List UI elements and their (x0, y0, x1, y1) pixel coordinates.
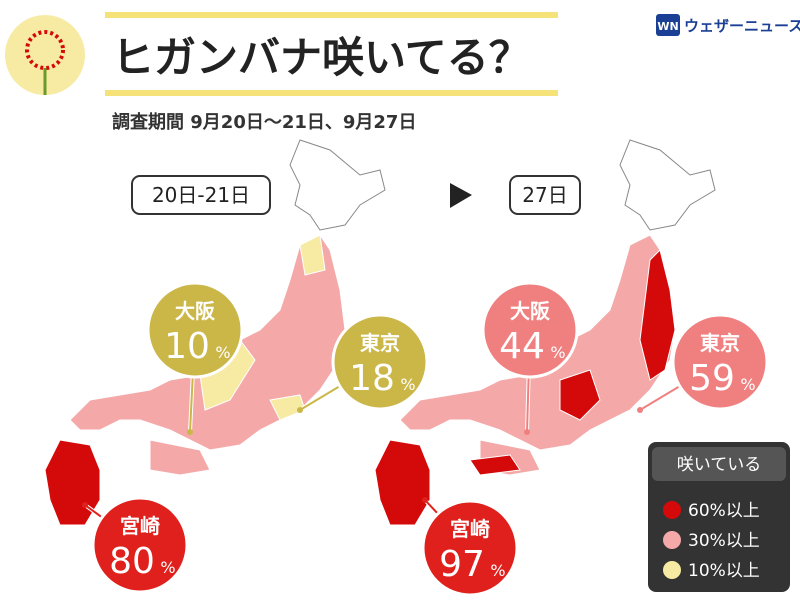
pointer-dot (297, 407, 303, 413)
panel-label: 20日-21日 (152, 183, 250, 207)
bubble-unit: % (160, 558, 175, 577)
legend-label: 10%以上 (688, 561, 760, 581)
bubble (91, 496, 189, 594)
pointer-dot (187, 429, 193, 435)
pointer-dot (82, 502, 88, 508)
bubble-city: 大阪 (510, 299, 551, 323)
flower-icon (5, 15, 85, 95)
bubble-value: 44 (499, 326, 545, 367)
bubble-value: 80 (109, 541, 155, 582)
legend: 咲いている 60%以上 30%以上 10%以上 (648, 442, 790, 592)
legend-swatch (663, 561, 681, 579)
legend-label: 60%以上 (688, 501, 760, 521)
brand-icon: WN (657, 20, 678, 33)
bubble-unit: % (550, 343, 565, 362)
bubble-value: 10 (164, 326, 210, 367)
brand: ウェザーニュース (684, 17, 800, 35)
legend-swatch (663, 531, 681, 549)
bubble-unit: % (740, 375, 755, 394)
bubble-city: 宮崎 (450, 517, 490, 541)
bubbles: 大阪 10% 東京 18 % 宮崎 80 % 大阪 44% 東京 59 % 宮崎 97% (82, 281, 769, 597)
bubble (331, 313, 429, 411)
bubble-city: 大阪 (175, 299, 216, 323)
bubble-unit: % (490, 561, 505, 580)
legend-swatch (663, 501, 681, 519)
bubble-unit: % (400, 375, 415, 394)
bubble-value: 18 (349, 358, 395, 399)
bubble (146, 281, 244, 379)
subtitle: 調査期間 9月20日〜21日、9月27日 (112, 111, 416, 133)
panel-labels: 20日-21日 27日 (131, 175, 581, 215)
pointer-dot (422, 497, 428, 503)
legend-label: 30%以上 (688, 531, 760, 551)
bubble-value: 97 (439, 544, 485, 585)
bubble-city: 東京 (360, 331, 400, 355)
bubble (671, 313, 769, 411)
pointer-dot (637, 407, 643, 413)
bubble (481, 281, 579, 379)
panel-label: 27日 (522, 183, 567, 207)
bubble (421, 499, 519, 597)
bubble-city: 東京 (700, 331, 740, 355)
legend-title: 咲いている (677, 455, 762, 475)
bubble-city: 宮崎 (120, 514, 160, 538)
bubble-value: 59 (689, 358, 735, 399)
title: ヒガンバナ咲いてる？ (112, 33, 531, 82)
header: ヒガンバナ咲いてる？ 調査期間 9月20日〜21日、9月27日 WN ウェザーニ… (5, 12, 800, 133)
pointer-dot (524, 429, 530, 435)
bubble-unit: % (215, 343, 230, 362)
